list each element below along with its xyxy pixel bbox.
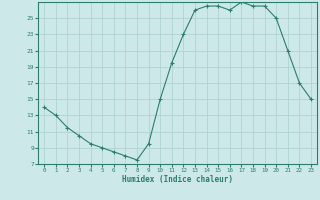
X-axis label: Humidex (Indice chaleur): Humidex (Indice chaleur) — [122, 175, 233, 184]
